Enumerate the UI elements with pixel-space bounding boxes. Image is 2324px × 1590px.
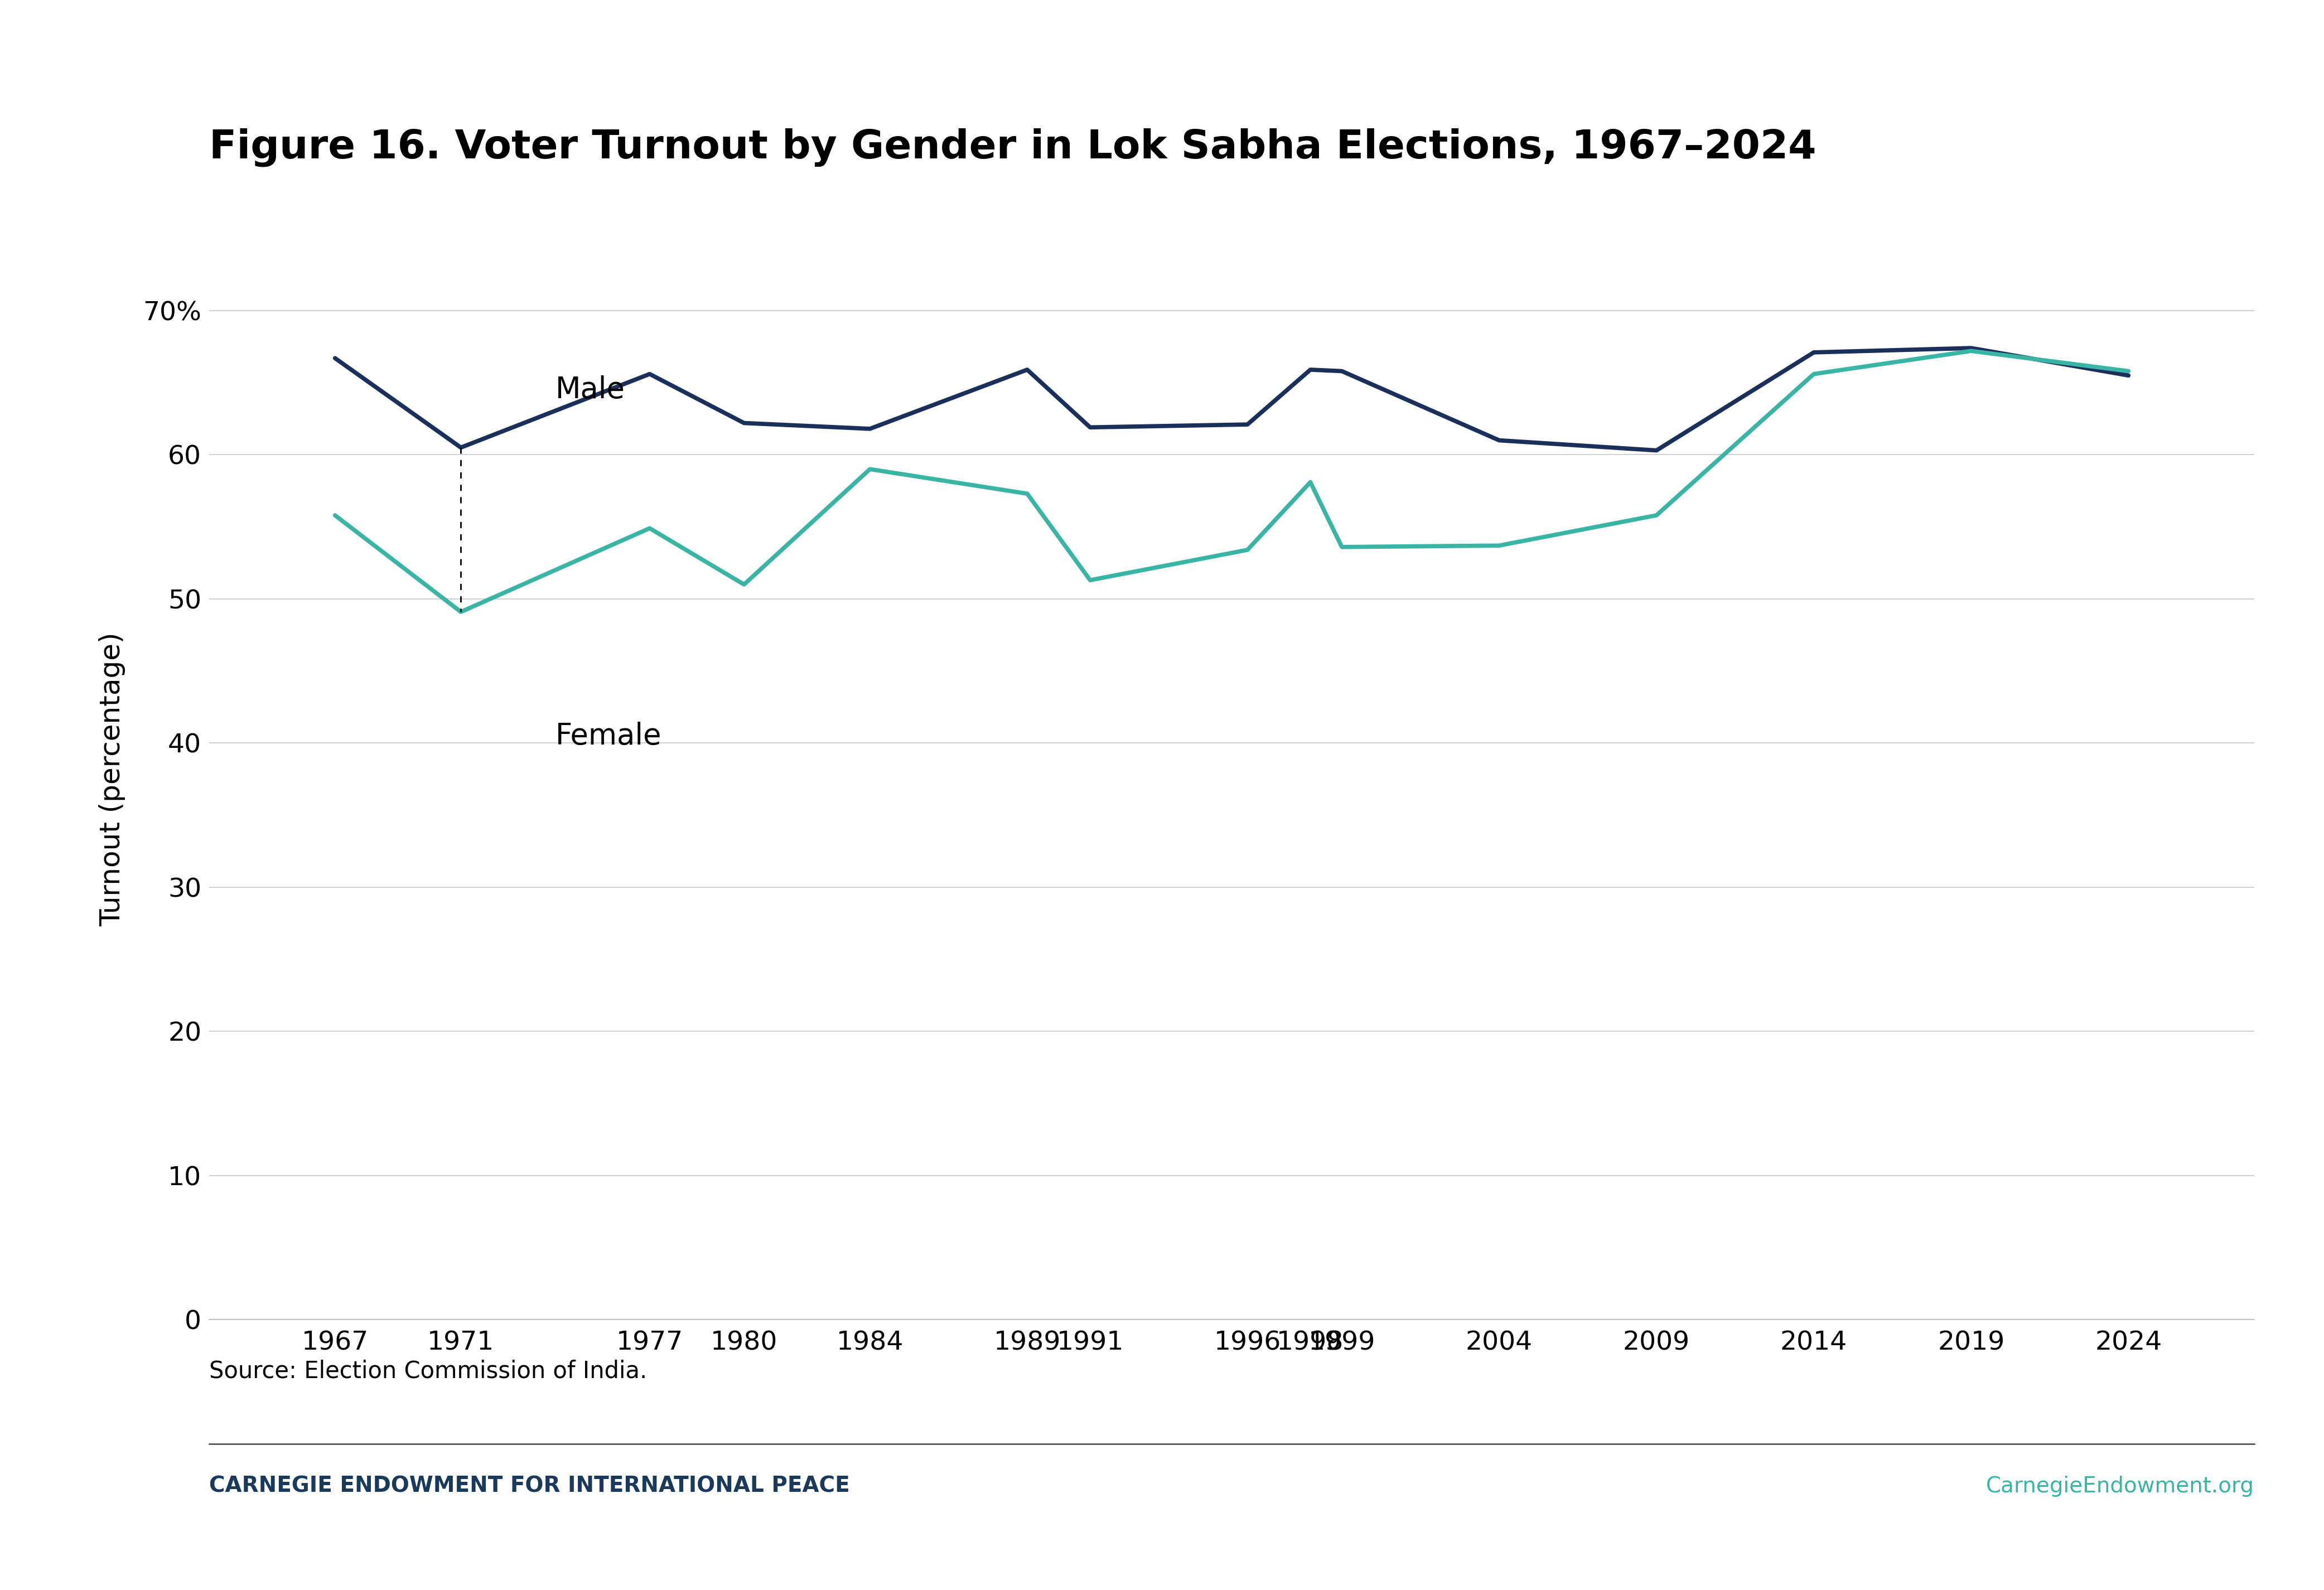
Text: Female: Female [555, 722, 662, 750]
Text: Source: Election Commission of India.: Source: Election Commission of India. [209, 1359, 646, 1383]
Text: CarnegieEndowment.org: CarnegieEndowment.org [1987, 1476, 2254, 1496]
Y-axis label: Turnout (percentage): Turnout (percentage) [100, 631, 125, 927]
Text: CARNEGIE ENDOWMENT FOR INTERNATIONAL PEACE: CARNEGIE ENDOWMENT FOR INTERNATIONAL PEA… [209, 1476, 851, 1496]
Text: Male: Male [555, 375, 625, 404]
Text: Figure 16. Voter Turnout by Gender in Lok Sabha Elections, 1967–2024: Figure 16. Voter Turnout by Gender in Lo… [209, 129, 1817, 167]
